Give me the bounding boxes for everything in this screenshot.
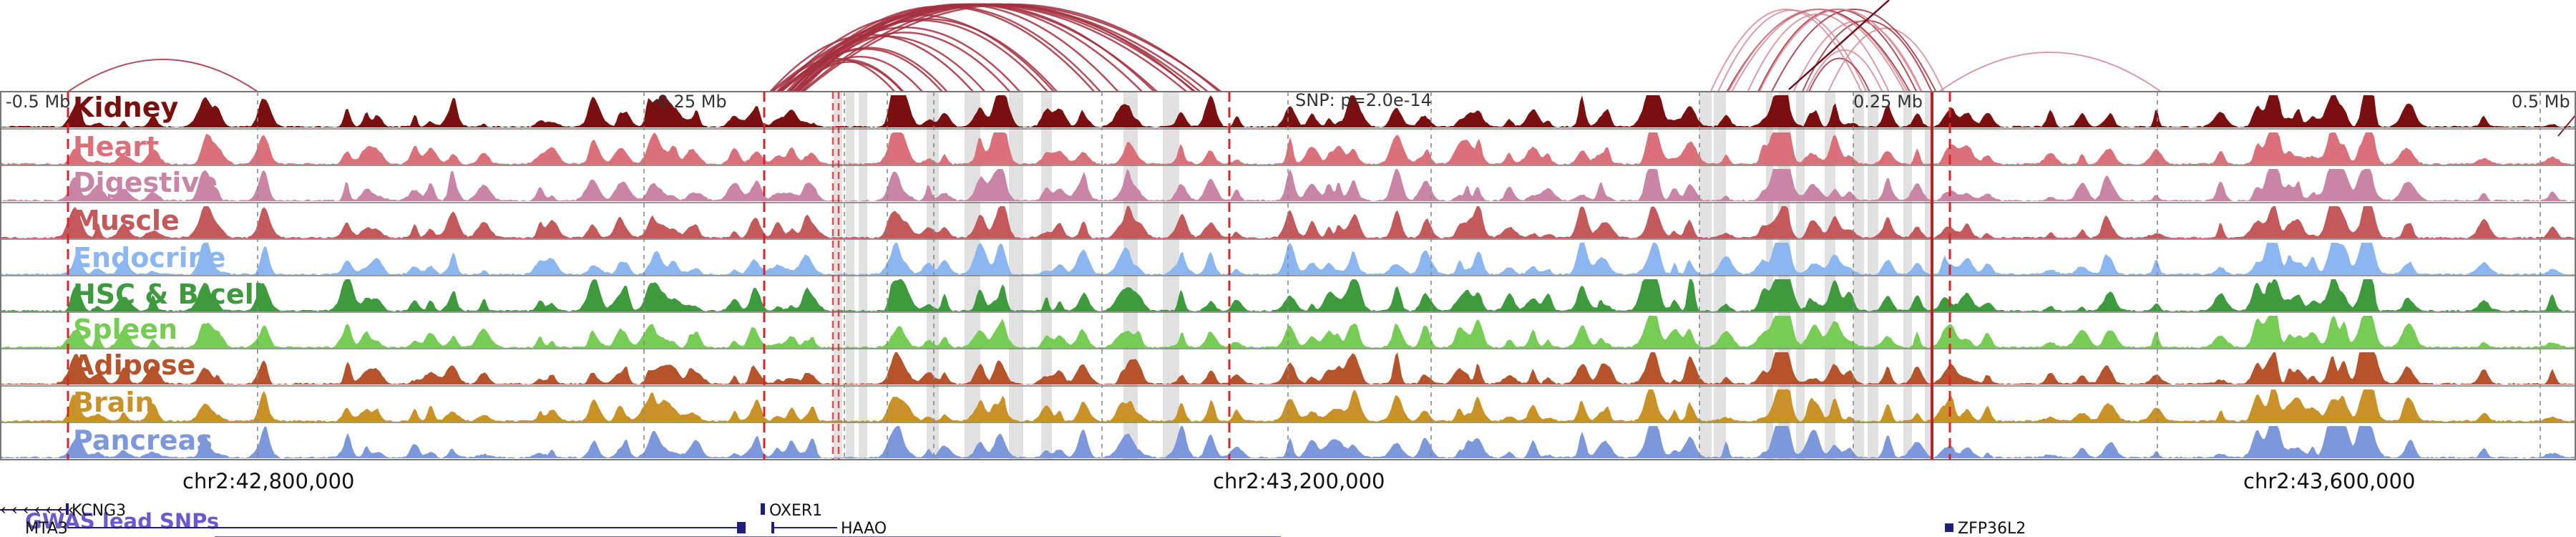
gene-label-kcng3: KCNG3 xyxy=(72,502,126,520)
track-label-adipose: Adipose xyxy=(73,349,195,381)
loop-arc xyxy=(779,14,1055,92)
gene-label-mta3: MTA3 xyxy=(25,520,68,537)
ruler-label-minus-0.5: -0.5 Mb xyxy=(6,92,70,112)
signal-hsc-b-cell xyxy=(0,279,2576,311)
kcng3-exon xyxy=(66,503,69,515)
loop-arc xyxy=(797,3,1155,92)
gene-label-oxer1: OXER1 xyxy=(769,502,822,520)
snp-marker-lines xyxy=(67,92,2541,460)
loop-arc xyxy=(1801,19,1933,92)
loop-arc xyxy=(1717,9,1868,92)
loop-line xyxy=(1788,0,1890,90)
loop-arc xyxy=(789,5,1096,92)
snp-pvalue-label: SNP: p=2.0e-14 xyxy=(1295,90,1432,110)
loop-arc xyxy=(1808,57,1870,92)
loop-arc xyxy=(1747,13,1890,92)
loop-arc xyxy=(770,3,1187,92)
loop-arc xyxy=(1938,52,2162,92)
ruler-label-plus-0.25: 0.25 Mb xyxy=(1853,92,1923,112)
loop-arc xyxy=(1771,9,1937,92)
ruler-label-plus-0.5: 0.5 Mb xyxy=(2512,92,2570,112)
track-label-spleen: Spleen xyxy=(73,314,177,345)
loop-arc xyxy=(1759,9,1922,92)
track-labels: Kidney Heart Digestive Muscle Endocrine … xyxy=(73,92,263,456)
loop-arc xyxy=(1828,27,1945,92)
oxer1-exon xyxy=(761,503,765,515)
track-label-endocrine: Endocrine xyxy=(73,242,225,274)
track-label-digestive: Digestive xyxy=(73,167,218,198)
signal-spleen xyxy=(0,316,2576,348)
gene-annotation-track: ‹ ‹ ‹ ‹ ‹ ‹ ‹ KCNG3 OXER1 MTA3 HAAO ZFP3… xyxy=(0,501,2026,537)
loop-arc xyxy=(1792,20,1923,92)
gene-label-zfp36l2: ZFP36L2 xyxy=(1958,520,2026,537)
loop-arc xyxy=(789,59,904,92)
loop-arc xyxy=(1709,9,1863,92)
coordinate-label-42.8M: chr2:42,800,000 xyxy=(182,469,355,493)
chromatin-loops xyxy=(67,0,2576,137)
mta3-exon xyxy=(737,522,746,533)
zfp36l2-exon xyxy=(1945,523,1953,532)
loop-arc xyxy=(1727,9,1906,92)
loop-line xyxy=(2557,114,2576,137)
coordinate-label-43.2M: chr2:43,200,000 xyxy=(1213,469,1385,493)
signal-digestive xyxy=(0,169,2576,201)
track-label-kidney: Kidney xyxy=(73,92,178,123)
ruler-label-minus-0.25: -0.25 Mb xyxy=(651,92,727,112)
gwas-track-title: GWAS lead SNPs xyxy=(25,509,219,533)
loop-arc xyxy=(780,3,1201,92)
loop-arc xyxy=(67,59,258,92)
kcng3-strand-arrows: ‹ ‹ ‹ ‹ ‹ ‹ ‹ xyxy=(0,501,74,519)
coordinate-label-43.6M: chr2:43,600,000 xyxy=(2243,469,2416,493)
track-label-heart: Heart xyxy=(73,131,159,163)
track-label-brain: Brain xyxy=(73,387,154,418)
track-label-hsc-bcell: HSC & B-cell xyxy=(73,279,263,310)
track-label-pancreas: Pancreas xyxy=(73,425,213,456)
gene-label-haao: HAAO xyxy=(841,520,887,537)
track-label-muscle: Muscle xyxy=(73,205,180,236)
signal-heart xyxy=(0,132,2576,165)
haao-exon xyxy=(771,522,774,533)
